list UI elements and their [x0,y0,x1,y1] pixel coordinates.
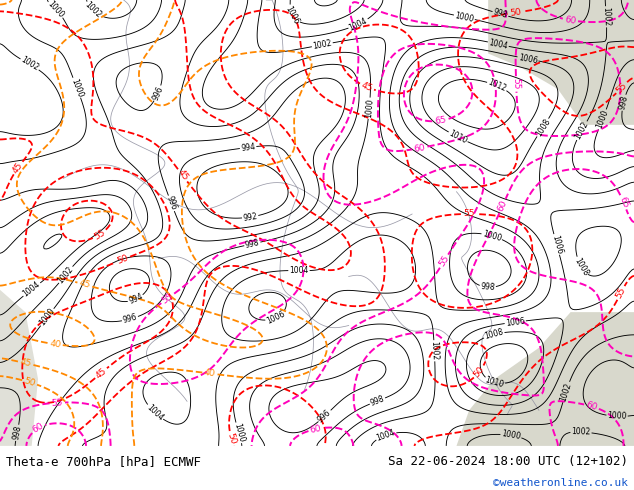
Text: 60: 60 [309,423,323,435]
Text: 998: 998 [618,95,630,111]
Text: 55: 55 [51,398,63,408]
Text: 998: 998 [480,282,495,292]
Text: 55: 55 [463,209,474,219]
Text: 1000: 1000 [232,422,246,443]
Text: 1002: 1002 [573,120,590,141]
Text: 40: 40 [49,339,61,349]
Text: 1004: 1004 [488,38,508,50]
Text: 996: 996 [151,85,165,102]
Text: 60: 60 [496,199,509,213]
Text: 1000: 1000 [46,0,66,20]
Text: 1004: 1004 [22,280,42,299]
Text: 1006: 1006 [517,52,538,65]
Text: 992: 992 [242,212,258,222]
Text: 55: 55 [160,292,175,305]
Text: 55: 55 [614,286,628,300]
Text: 1008: 1008 [572,256,590,277]
Text: 1002: 1002 [571,427,591,437]
Text: 45: 45 [11,161,25,175]
Text: 50: 50 [116,253,130,266]
Text: 1000: 1000 [481,229,503,243]
Text: 55: 55 [614,80,629,95]
Text: 1010: 1010 [484,375,505,390]
Text: 996: 996 [316,408,333,424]
Text: 1004: 1004 [145,403,165,422]
Text: 996: 996 [165,195,178,212]
Text: 50: 50 [509,7,522,18]
Text: 1008: 1008 [484,328,505,341]
Text: 1002: 1002 [312,39,333,51]
Text: 1006: 1006 [265,310,287,326]
Text: 1008: 1008 [534,117,552,138]
Text: 1002: 1002 [56,265,75,285]
Text: 50: 50 [226,432,238,445]
Text: 50: 50 [472,365,486,379]
PathPatch shape [456,312,634,446]
Text: ©weatheronline.co.uk: ©weatheronline.co.uk [493,478,628,489]
Text: 50: 50 [23,376,37,388]
Text: 1000: 1000 [364,98,375,118]
Text: 1012: 1012 [486,78,508,94]
Text: 998: 998 [369,394,386,408]
Text: 1000: 1000 [501,429,521,441]
PathPatch shape [488,0,634,125]
Text: 1006: 1006 [550,234,564,255]
Text: 994: 994 [127,292,144,306]
Text: 45: 45 [78,279,91,291]
Text: 998: 998 [492,8,508,21]
Text: 65: 65 [617,195,630,209]
Text: 45: 45 [19,358,32,369]
Text: 998: 998 [11,425,23,441]
Text: 1010: 1010 [448,129,469,146]
Text: 55: 55 [512,78,521,90]
Text: 1000: 1000 [607,412,627,421]
Text: 1002: 1002 [559,381,573,402]
Text: 1000: 1000 [37,307,56,328]
Text: 60: 60 [413,143,426,153]
Text: 996: 996 [122,313,138,325]
Text: 1006: 1006 [505,317,526,328]
Text: 45: 45 [94,366,108,380]
Text: 1004: 1004 [375,428,396,443]
Text: Sa 22-06-2024 18:00 UTC (12+102): Sa 22-06-2024 18:00 UTC (12+102) [387,455,628,468]
Text: 1002: 1002 [429,341,439,361]
Text: 998: 998 [244,238,261,250]
PathPatch shape [0,290,38,446]
Text: 45: 45 [176,168,190,183]
Text: 65: 65 [435,115,448,126]
Text: 1000: 1000 [69,77,84,98]
Text: 1000: 1000 [454,11,475,24]
Text: 1004: 1004 [347,16,369,32]
Text: Theta-e 700hPa [hPa] ECMWF: Theta-e 700hPa [hPa] ECMWF [6,455,202,468]
Text: 1000: 1000 [595,109,610,130]
Text: 60: 60 [31,421,46,435]
Text: 40: 40 [204,368,216,379]
Text: 1002: 1002 [83,0,103,20]
Text: 1002: 1002 [601,7,611,26]
Text: 60: 60 [585,400,598,412]
Text: 55: 55 [437,254,451,269]
Text: 994: 994 [240,142,256,153]
Text: 55: 55 [93,227,107,241]
Text: 1004: 1004 [289,266,309,275]
Text: 1006: 1006 [283,4,301,25]
Text: 1002: 1002 [19,55,40,73]
Text: 60: 60 [564,15,577,25]
Text: 45: 45 [360,81,374,94]
